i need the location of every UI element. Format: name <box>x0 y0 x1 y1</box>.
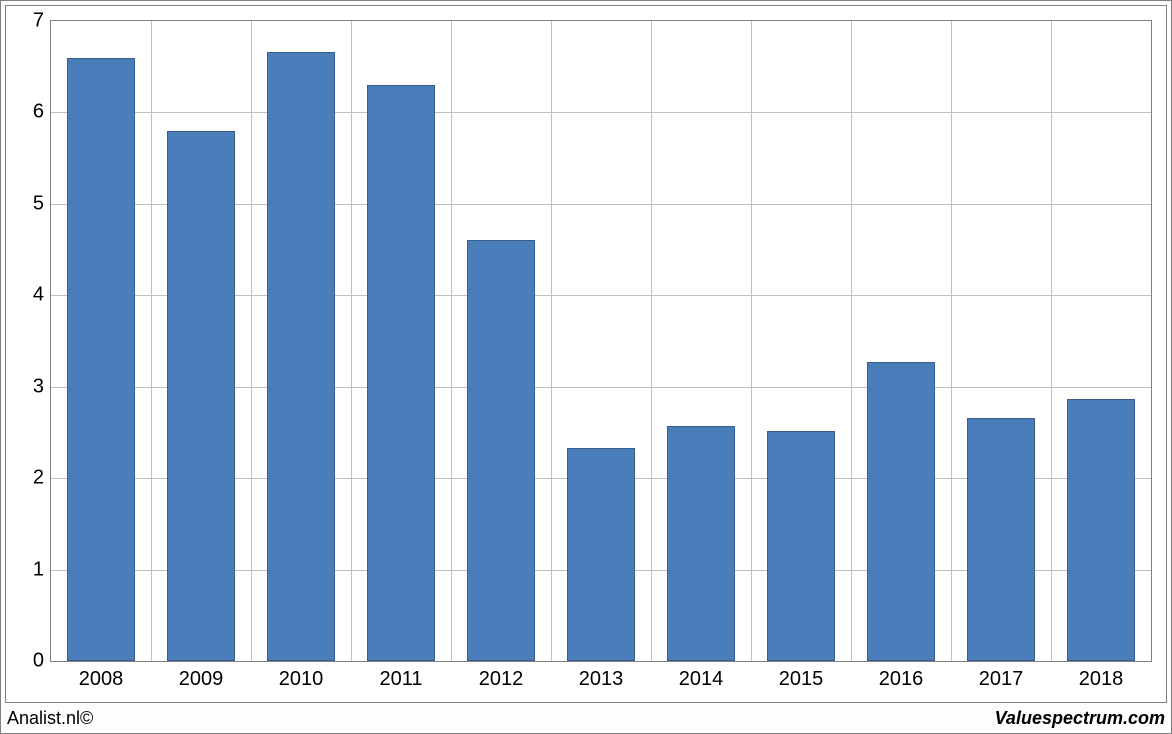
y-tick-label: 3 <box>10 375 44 398</box>
gridline-v <box>751 21 752 661</box>
x-tick-label: 2014 <box>679 668 724 691</box>
gridline-h <box>51 112 1151 113</box>
gridline-v <box>951 21 952 661</box>
gridline-v <box>351 21 352 661</box>
x-tick-label: 2012 <box>479 668 524 691</box>
x-tick-label: 2016 <box>879 668 924 691</box>
x-tick-label: 2010 <box>279 668 324 691</box>
bar-2013 <box>567 448 635 661</box>
x-tick-label: 2009 <box>179 668 224 691</box>
bar-2018 <box>1067 399 1135 661</box>
bar-2016 <box>867 362 935 661</box>
y-tick-label: 2 <box>10 467 44 490</box>
bar-2017 <box>967 418 1035 661</box>
bar-2010 <box>267 52 335 661</box>
y-tick-label: 7 <box>10 10 44 33</box>
x-tick-label: 2018 <box>1079 668 1124 691</box>
x-tick-label: 2015 <box>779 668 824 691</box>
gridline-v <box>251 21 252 661</box>
y-tick-label: 0 <box>10 650 44 673</box>
y-tick-label: 1 <box>10 558 44 581</box>
bar-2014 <box>667 426 735 661</box>
x-tick-label: 2013 <box>579 668 624 691</box>
x-tick-label: 2011 <box>379 668 422 691</box>
bar-2008 <box>67 58 135 661</box>
bar-2012 <box>467 240 535 661</box>
plot-area <box>50 20 1152 662</box>
y-tick-label: 6 <box>10 101 44 124</box>
y-tick-label: 4 <box>10 284 44 307</box>
gridline-v <box>851 21 852 661</box>
x-tick-label: 2017 <box>979 668 1024 691</box>
chart-outer-frame: 0 1 2 3 4 5 6 7 2008 2009 2010 2011 2012 2013 2014 201… <box>0 0 1172 734</box>
gridline-v <box>551 21 552 661</box>
x-tick-label: 2008 <box>79 668 124 691</box>
footer-left-credit: Analist.nl© <box>7 708 93 729</box>
chart-inner-frame: 0 1 2 3 4 5 6 7 2008 2009 2010 2011 2012 2013 2014 201… <box>5 5 1167 703</box>
gridline-v <box>451 21 452 661</box>
gridline-v <box>1051 21 1052 661</box>
footer-right-credit: Valuespectrum.com <box>995 708 1165 729</box>
bar-2011 <box>367 85 435 661</box>
y-tick-label: 5 <box>10 192 44 215</box>
bar-2009 <box>167 131 235 661</box>
bar-2015 <box>767 431 835 661</box>
gridline-v <box>151 21 152 661</box>
gridline-v <box>651 21 652 661</box>
